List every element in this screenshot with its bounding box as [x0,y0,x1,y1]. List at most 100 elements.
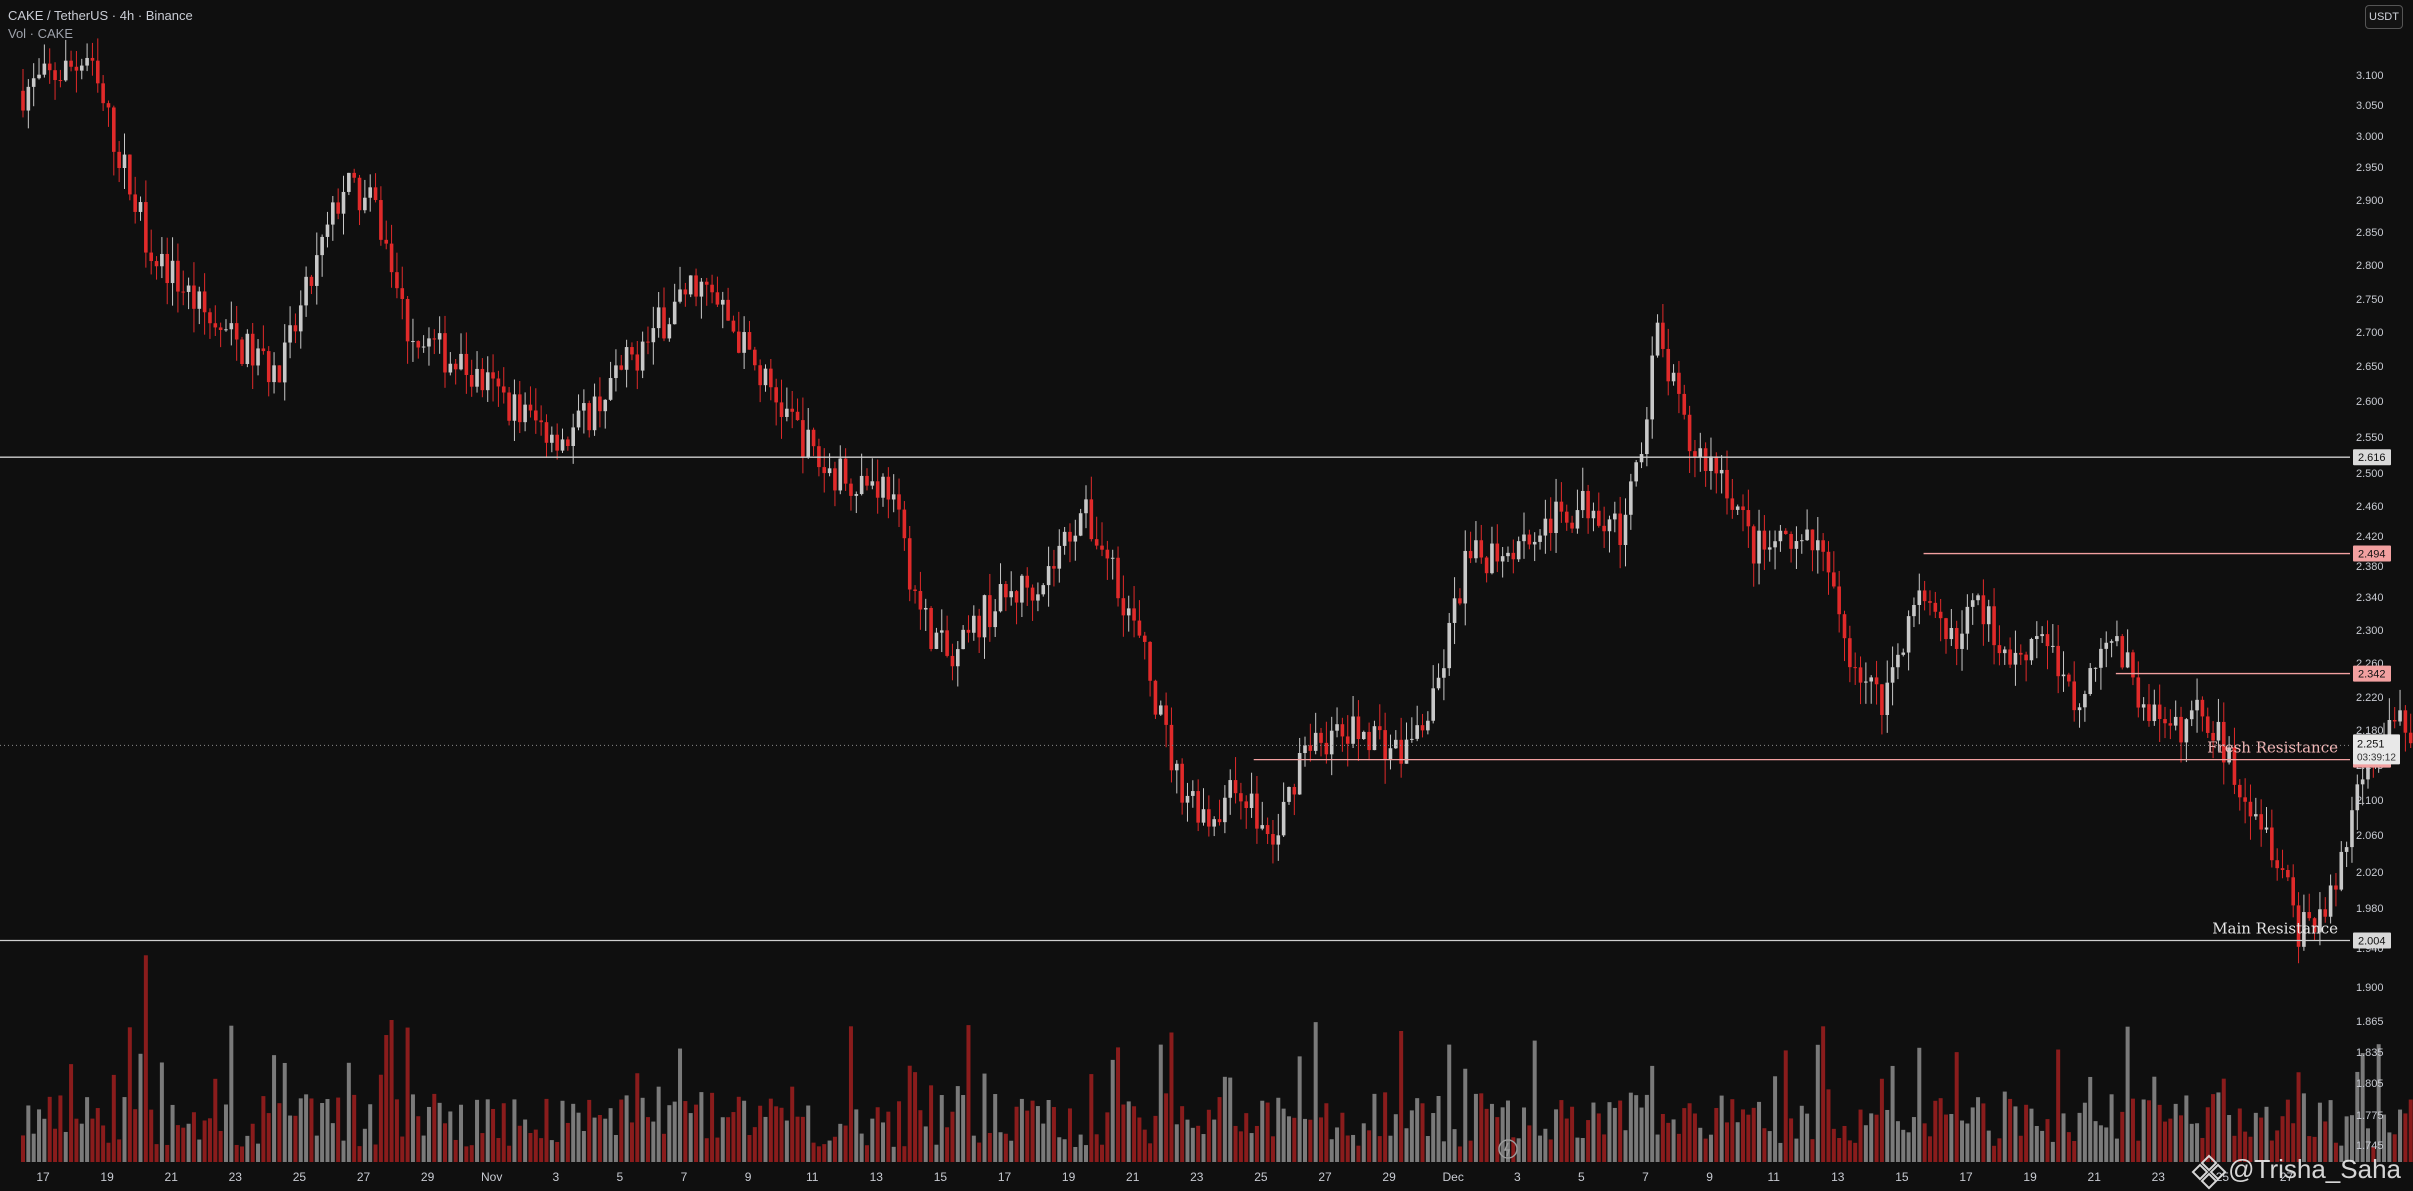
candle-body [811,429,816,447]
candle-body [464,353,469,375]
volume-bar [1543,1128,1548,1162]
candle-body [592,396,597,431]
candle-body [2083,694,2087,708]
volume-bar [1944,1114,1948,1162]
candle-body [2264,827,2269,830]
candle-body [245,333,250,365]
candle-body [1767,547,1772,550]
candle-body [1036,594,1040,601]
volume-bar [469,1145,474,1162]
candle-body [2195,699,2199,711]
candle-body [1949,627,1954,640]
candle-body [1719,469,1724,474]
candle-body [379,200,383,240]
price-axis-tick: 1.805 [2356,1078,2384,1090]
price-axis-tick: 1.775 [2356,1110,2384,1122]
candle-body [582,403,586,411]
volume-bar [2237,1108,2242,1162]
volume-bar [485,1099,490,1162]
candle-body [1292,786,1297,795]
time-axis-tick: 3 [1514,1170,1521,1184]
candle-body [1191,791,1195,796]
volume-bar [250,1123,255,1162]
volume-bar [2104,1127,2109,1162]
candle-body [256,348,260,366]
candle-body [250,333,255,366]
volume-bar [1233,1125,1238,1162]
candle-body [138,202,143,212]
volume-bar [293,1115,298,1162]
candle-body [443,333,447,373]
candle-body [897,494,901,510]
candle-body [2232,747,2237,785]
candle-body [907,538,912,590]
volume-bar [314,1135,319,1162]
volume-bar [1260,1100,1265,1162]
volume-bar [1554,1109,1559,1162]
volume-bar [528,1132,533,1162]
volume-bar [870,1118,875,1162]
volume-bar [1286,1116,1291,1162]
price-axis-tick: 2.460 [2356,501,2384,513]
candle-body [160,253,164,267]
candle-body [1484,557,1489,574]
volume-bar [640,1097,645,1162]
candle-body [2077,707,2082,711]
currency-button[interactable]: USDT [2365,5,2403,29]
candle-body [1730,498,1735,510]
candle-body [1965,606,1970,634]
candle-body [58,80,63,82]
time-axis[interactable]: 17 19 21 23 25 27 29 Nov 3 5 7 9 11 13 15 17 19 21 23 25 27 2… [36,1170,2293,1184]
time-axis-tick: 11 [806,1170,819,1184]
volume-bar [1538,1135,1543,1162]
volume-bar [282,1062,287,1162]
volume-bar [699,1092,704,1162]
candle-body [1618,513,1622,546]
price-axis-tick: 2.750 [2356,294,2384,306]
volume-bar [1420,1103,1425,1162]
volume-bar [330,1123,335,1162]
volume-bar [1100,1144,1105,1162]
volume-label[interactable]: Vol · CAKE [8,26,74,41]
volume-bar [1965,1123,1970,1162]
volume-bar [501,1103,506,1162]
volume-bar [1746,1114,1751,1162]
volume-bar [1511,1137,1516,1162]
volume-bar [2317,1102,2322,1162]
volume-bar [1142,1129,1147,1162]
candle-body [1944,618,1948,640]
volume-bar [1003,1133,1008,1162]
candle-body [966,629,971,633]
volume-bar [79,1123,84,1162]
price-axis[interactable]: 3.100 3.050 3.000 2.950 2.900 2.850 2.800 2.750… [2356,70,2384,1152]
candle-body [1746,510,1751,527]
volume-bar [688,1113,693,1162]
symbol-title[interactable]: CAKE / TetherUS · 4h · Binance [8,8,193,23]
candle-body [710,284,714,293]
volume-bar [2227,1115,2232,1162]
volume-bar [929,1085,934,1162]
candle-body [229,323,234,330]
volume-bar [1463,1068,1468,1162]
time-axis-tick: 21 [1126,1170,1140,1184]
candle-body [624,347,629,370]
candle-body [2344,847,2349,852]
candle-body [1997,645,2002,654]
candle-body [2270,827,2274,861]
volume-bar [1949,1113,1954,1162]
volume-bar [1030,1100,1035,1162]
price-tag-bg [2353,932,2391,949]
volume-bar [1329,1139,1334,1162]
volume-bar [394,1099,399,1162]
price-axis-tick: 2.420 [2356,531,2384,543]
volume-bar [1484,1108,1489,1162]
volume-bar [2082,1102,2087,1162]
volume-bar [229,1025,234,1162]
volume-bar [1377,1136,1382,1162]
volume-bar [170,1104,175,1162]
candle-body [341,191,346,214]
candle-body [2286,869,2290,878]
volume-bar [1837,1138,1842,1162]
candle-body [112,107,116,152]
